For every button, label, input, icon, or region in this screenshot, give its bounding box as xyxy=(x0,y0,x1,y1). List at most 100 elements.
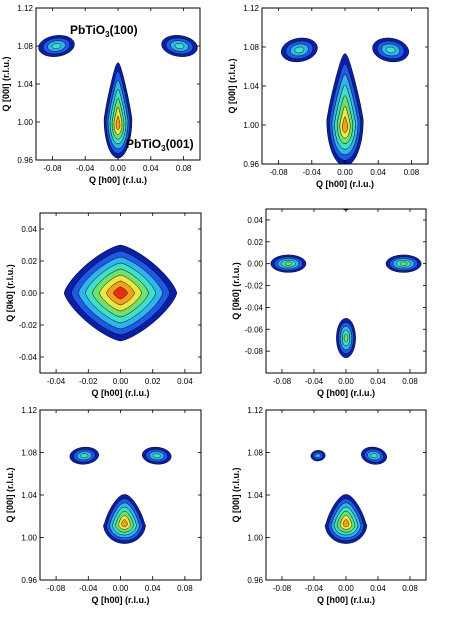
x-tick-label: -0.04 xyxy=(305,584,324,593)
peak-1 xyxy=(38,35,75,57)
x-axis-label: Q [h00] (r.l.u.) xyxy=(316,179,374,189)
panel-b: -0.08 -0.04 0.00 0.04 0.08 0.96 1.00 1.04 1.08 1.… xyxy=(227,4,429,189)
panel-e: -0.08 -0.04 0.00 0.04 0.08 0.96 1.00 1.04 1.08 1.… xyxy=(5,406,202,605)
x-axis-label: Q [h00] (r.l.u.) xyxy=(91,388,149,398)
y-tick-label: -0.06 xyxy=(245,325,264,334)
x-tick-label: -0.04 xyxy=(305,377,324,386)
y-axis-label: Q [00l] (r.l.u.) xyxy=(227,58,237,113)
y-tick-label: 0.96 xyxy=(21,576,37,585)
y-tick-label: 1.00 xyxy=(17,118,33,127)
y-tick-label: 1.00 xyxy=(21,534,37,543)
y-tick-label: 1.04 xyxy=(243,82,259,91)
peak-0 xyxy=(103,62,133,159)
y-tick-label: 1.00 xyxy=(243,121,259,130)
x-tick-label: 0.04 xyxy=(143,164,159,173)
y-tick-label: 1.12 xyxy=(247,406,263,415)
contour-group xyxy=(38,35,198,159)
x-tick-label: -0.02 xyxy=(79,377,98,386)
y-tick-label: 1.12 xyxy=(21,406,37,415)
x-tick-label: 0.00 xyxy=(110,164,126,173)
contour-level-7 xyxy=(113,286,128,300)
contour-level-6 xyxy=(115,115,121,130)
y-tick-label: -0.02 xyxy=(245,282,264,291)
x-tick-label: 0.04 xyxy=(370,584,386,593)
y-axis-label: Q [0k0] (r.l.u.) xyxy=(5,264,15,322)
y-tick-label: 1.00 xyxy=(247,534,263,543)
y-tick-label: -0.04 xyxy=(19,353,38,362)
peak-0 xyxy=(63,244,178,342)
peak-0 xyxy=(324,494,368,544)
x-tick-label: 0.08 xyxy=(404,168,420,177)
y-tick-label: -0.04 xyxy=(245,303,264,312)
peak-0 xyxy=(103,494,146,544)
y-tick-label: 0.04 xyxy=(21,225,37,234)
y-tick-label: 0.02 xyxy=(247,238,263,247)
panels-group: -0.08 -0.04 0.00 0.04 0.08 0.96 1.00 1.04 1.08 1.… xyxy=(1,4,429,605)
annotation-label: PbTiO3(001) xyxy=(126,137,194,153)
peak-2 xyxy=(372,37,409,63)
contour-group xyxy=(281,37,409,164)
x-axis-label: Q [h00] (r.l.u.) xyxy=(89,175,147,185)
contour-group xyxy=(270,172,422,358)
x-tick-label: 0.04 xyxy=(145,584,161,593)
x-tick-label: -0.04 xyxy=(79,584,98,593)
y-tick-label: 1.04 xyxy=(21,491,37,500)
y-tick-label: 1.08 xyxy=(243,43,259,52)
panel-d: -0.08 -0.04 0.00 0.04 0.08 -0.08 -0.06 -0.04 -0.… xyxy=(231,172,427,398)
contour-level-3 xyxy=(370,453,378,459)
contour-level-3 xyxy=(80,453,89,459)
contour-level-3 xyxy=(385,46,396,54)
y-axis-label: Q [00l] (r.l.u.) xyxy=(5,467,15,522)
y-tick-label: 0.96 xyxy=(243,160,259,169)
y-tick-label: 1.04 xyxy=(247,491,263,500)
x-tick-label: 0.08 xyxy=(177,584,193,593)
y-tick-label: 1.12 xyxy=(17,4,33,13)
plot-frame xyxy=(39,409,202,581)
contour-level-3 xyxy=(152,453,161,459)
y-tick-label: 0.00 xyxy=(247,260,263,269)
panel-c: -0.04 -0.02 0.00 0.02 0.04 -0.04 -0.02 0.00 0.02… xyxy=(5,212,202,398)
panel-a: -0.08 -0.04 0.00 0.04 0.08 0.96 1.00 1.04 1.08 1.… xyxy=(1,4,201,185)
peak-2 xyxy=(161,35,198,57)
contour-level-4 xyxy=(343,333,349,343)
contour-level-3 xyxy=(294,46,305,54)
x-tick-label: 0.02 xyxy=(145,377,161,386)
contour-level-3 xyxy=(51,43,62,49)
y-tick-label: 0.04 xyxy=(247,216,263,225)
x-tick-label: 0.00 xyxy=(337,168,353,177)
x-tick-label: 0.00 xyxy=(113,377,129,386)
peak-2 xyxy=(270,254,307,273)
x-axis-label: Q [h00] (r.l.u.) xyxy=(317,595,375,605)
contour-level-1 xyxy=(337,172,354,207)
peak-2 xyxy=(361,446,387,465)
contour-group xyxy=(69,446,172,544)
peak-3 xyxy=(385,254,422,273)
y-tick-label: 0.02 xyxy=(21,257,37,266)
x-tick-label: -0.08 xyxy=(269,168,288,177)
x-tick-label: 0.04 xyxy=(370,168,386,177)
y-axis-label: Q [0k0] (r.l.u.) xyxy=(231,262,241,320)
y-tick-label: 1.12 xyxy=(243,4,259,13)
x-tick-label: -0.08 xyxy=(273,377,292,386)
y-axis-label: Q [00l] (r.l.u.) xyxy=(1,56,11,111)
x-tick-label: 0.08 xyxy=(402,377,418,386)
y-tick-label: 0.96 xyxy=(17,156,33,165)
contour-level-6 xyxy=(342,116,348,133)
contour-level-4 xyxy=(284,261,293,266)
peak-0 xyxy=(326,53,364,164)
y-tick-label: 0.96 xyxy=(247,576,263,585)
peak-2 xyxy=(142,446,172,465)
x-tick-label: -0.04 xyxy=(47,377,66,386)
contour-level-6 xyxy=(342,519,350,527)
panel-f: -0.08 -0.04 0.00 0.04 0.08 0.96 1.00 1.04 1.08 1.… xyxy=(231,406,427,605)
contour-group xyxy=(63,244,178,342)
contour-level-3 xyxy=(174,43,185,49)
y-tick-label: 0.00 xyxy=(21,289,37,298)
x-tick-label: -0.08 xyxy=(47,584,66,593)
x-tick-label: 0.08 xyxy=(402,584,418,593)
x-tick-label: 0.00 xyxy=(338,377,354,386)
peak-1 xyxy=(336,318,356,358)
x-tick-label: -0.04 xyxy=(303,168,322,177)
contour-level-4 xyxy=(399,261,408,266)
